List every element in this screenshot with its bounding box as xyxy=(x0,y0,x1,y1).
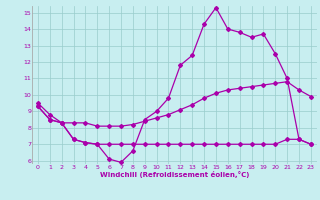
X-axis label: Windchill (Refroidissement éolien,°C): Windchill (Refroidissement éolien,°C) xyxy=(100,171,249,178)
